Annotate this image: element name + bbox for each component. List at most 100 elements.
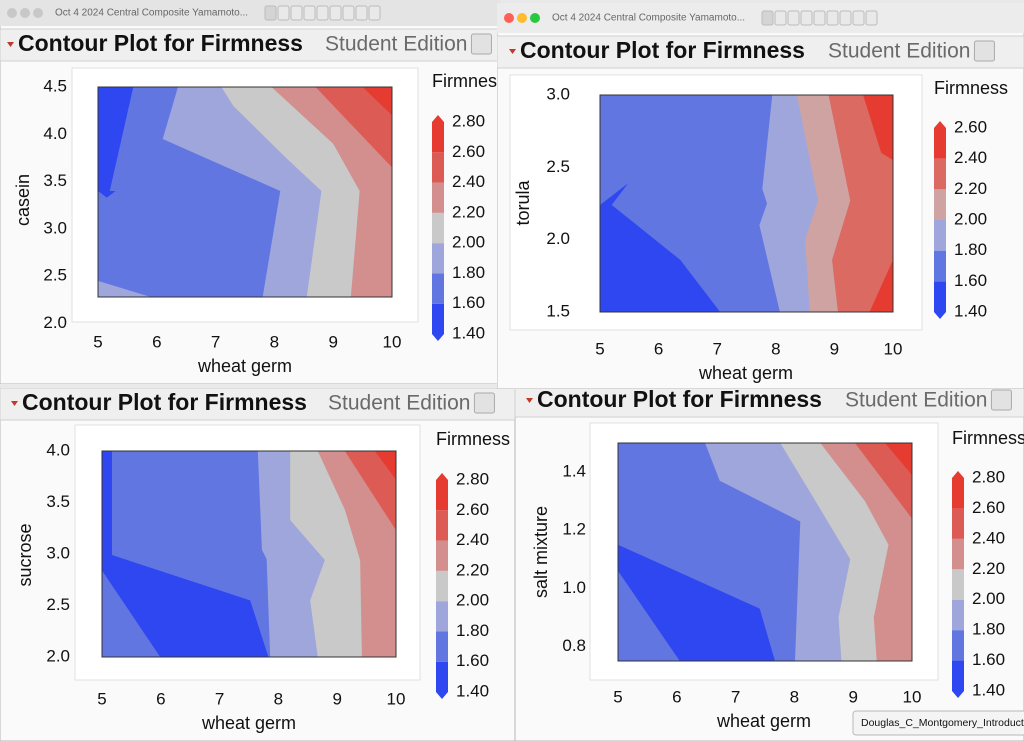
y-tick-label: 1.4 [562, 462, 586, 481]
contour-band [98, 191, 116, 198]
legend-arrow [436, 692, 448, 699]
heading-strip [497, 35, 1024, 69]
legend-tick-label: 1.40 [972, 680, 1005, 699]
toolbar-button[interactable] [264, 5, 277, 21]
disclosure-icon[interactable] [526, 398, 533, 403]
disclosure-icon[interactable] [509, 49, 516, 54]
legend-tick-label: 2.00 [456, 591, 489, 610]
toolbar-button[interactable] [303, 5, 316, 21]
disclosure-icon[interactable] [11, 401, 18, 406]
window: Oct 4 2024 Central Composite Yamamoto...… [497, 3, 1024, 389]
contour-band [854, 443, 912, 519]
toolbar-button[interactable] [355, 5, 368, 21]
legend-swatch [934, 281, 946, 312]
legend-tick-label: 2.20 [954, 179, 987, 198]
window-control[interactable] [20, 8, 30, 18]
legend-tick-label: 2.40 [972, 528, 1005, 547]
edition: Student Edition [328, 392, 470, 415]
y-tick-label: 4.0 [46, 440, 70, 459]
window-control[interactable] [530, 13, 540, 23]
toolbar-button[interactable] [329, 5, 342, 21]
y-tick-label: 4.5 [43, 76, 67, 95]
contour-band [98, 87, 134, 192]
toolbar-button[interactable] [865, 10, 878, 26]
toolbar-button[interactable] [761, 10, 774, 26]
options-button[interactable] [973, 40, 995, 62]
legend-tick-label: 1.40 [954, 301, 987, 320]
window-control[interactable] [7, 8, 17, 18]
x-tick-label: 8 [771, 339, 780, 358]
x-tick-label: 6 [152, 332, 161, 351]
title-bar [497, 3, 1024, 33]
window-control[interactable] [517, 13, 527, 23]
window-control[interactable] [33, 8, 43, 18]
contour-band [344, 451, 396, 531]
edition: Student Edition [845, 389, 987, 412]
legend-tick-label: 2.00 [972, 589, 1005, 608]
x-tick-label: 7 [731, 687, 740, 706]
toolbar-button[interactable] [839, 10, 852, 26]
legend-tick-label: 1.40 [452, 323, 485, 342]
contour-band [102, 451, 269, 657]
y-tick-label: 3.0 [46, 543, 70, 562]
window-control[interactable] [504, 13, 514, 23]
contour-band [884, 443, 912, 475]
legend-tick-label: 2.60 [972, 498, 1005, 517]
legend-tick-label: 2.60 [954, 117, 987, 136]
options-button[interactable] [470, 33, 492, 55]
x-tick-label: 7 [211, 332, 220, 351]
edition: Student Edition [325, 33, 467, 56]
legend-swatch [432, 182, 444, 213]
x-axis-label: wheat germ [698, 363, 793, 383]
window-title: Oct 4 2024 Central Composite Yamamoto... [55, 8, 248, 19]
legend-swatch [436, 480, 448, 511]
legend-swatch [934, 250, 946, 282]
y-tick-label: 1.0 [562, 578, 586, 597]
legend-tick-label: 2.20 [456, 560, 489, 579]
toolbar-button[interactable] [800, 10, 813, 26]
legend-tick-label: 2.20 [972, 559, 1005, 578]
legend-tick-label: 2.40 [954, 148, 987, 167]
toolbar-button[interactable] [813, 10, 826, 26]
heading: Contour Plot for Firmness [520, 37, 805, 63]
disclosure-icon[interactable] [7, 42, 14, 47]
tooltip-text: Douglas_C_Montgomery_Introduction_to [861, 717, 1024, 729]
legend-arrow [432, 334, 444, 341]
legend-swatch [934, 220, 946, 251]
legend-tick-label: 2.00 [452, 233, 485, 252]
toolbar-button[interactable] [342, 5, 355, 21]
contour-band [317, 451, 396, 657]
y-axis-label: torula [513, 180, 533, 226]
legend-arrow [952, 691, 964, 698]
legend-tick-label: 1.80 [954, 240, 987, 259]
y-tick-label: 4.0 [43, 124, 67, 143]
legend-tick-label: 1.60 [954, 271, 987, 290]
contour-band [98, 280, 151, 297]
options-button[interactable] [990, 389, 1012, 411]
y-tick-label: 2.0 [46, 646, 70, 665]
window: Oct 4 2024 Central Composite Yamamoto...… [0, 0, 500, 384]
toolbar-button[interactable] [277, 5, 290, 21]
toolbar-button[interactable] [316, 5, 329, 21]
legend-tick-label: 2.00 [954, 209, 987, 228]
legend-tick-label: 1.60 [456, 651, 489, 670]
toolbar-button[interactable] [774, 10, 787, 26]
toolbar-button[interactable] [787, 10, 800, 26]
x-tick-label: 7 [712, 339, 721, 358]
legend-swatch [436, 540, 448, 571]
toolbar-button[interactable] [368, 5, 381, 21]
x-tick-label: 6 [654, 339, 663, 358]
title-bar [0, 0, 500, 26]
x-tick-label: 10 [383, 332, 402, 351]
y-tick-label: 3.5 [46, 492, 70, 511]
plot-frame [599, 94, 894, 313]
toolbar-button[interactable] [852, 10, 865, 26]
toolbar-button[interactable] [290, 5, 303, 21]
legend-arrow [934, 121, 946, 128]
legend-tick-label: 2.80 [452, 111, 485, 130]
options-button[interactable] [473, 392, 495, 414]
toolbar-button[interactable] [826, 10, 839, 26]
legend-swatch [952, 538, 964, 570]
legend-swatch [952, 508, 964, 539]
